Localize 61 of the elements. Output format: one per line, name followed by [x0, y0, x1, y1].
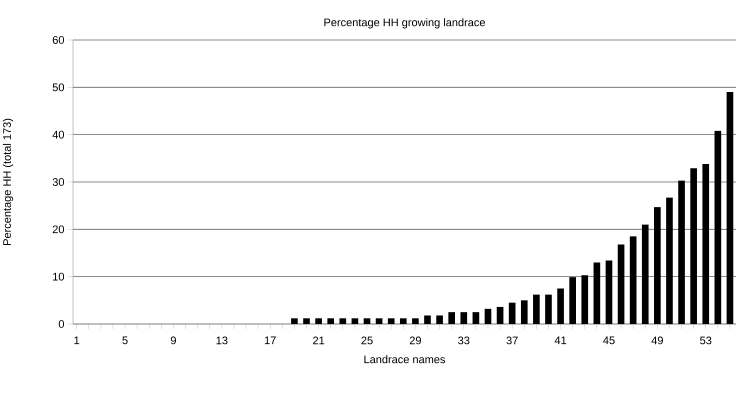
bar	[714, 130, 722, 324]
x-tick-label: 49	[651, 336, 663, 344]
y-tick-label: 20	[52, 225, 64, 234]
x-tick-label: 37	[506, 336, 518, 344]
bar	[618, 244, 624, 324]
bar	[642, 224, 649, 324]
bar	[630, 236, 636, 324]
bar	[545, 294, 552, 324]
x-tick-label: 45	[603, 336, 615, 344]
x-tick-label: 1	[74, 336, 80, 344]
x-tick-label: 25	[361, 336, 373, 344]
bar	[508, 302, 516, 324]
bar	[484, 308, 492, 324]
bar	[726, 92, 734, 324]
bar	[606, 260, 612, 324]
x-tick-label: 17	[264, 336, 276, 344]
bar	[376, 318, 382, 324]
y-tick-label: 0	[58, 320, 64, 328]
bar	[533, 294, 540, 324]
x-axis-title: Landrace names	[364, 355, 446, 364]
bar	[364, 318, 370, 324]
bar	[352, 318, 358, 324]
y-tick-label: 60	[52, 36, 64, 44]
bar	[460, 312, 468, 324]
bar	[702, 164, 710, 324]
x-tick-label: 13	[216, 336, 228, 344]
bar	[496, 306, 504, 324]
bar	[472, 312, 480, 324]
x-tick-label: 33	[458, 336, 470, 344]
x-tick-label: 9	[170, 336, 176, 344]
bar	[424, 315, 431, 324]
bar	[690, 168, 697, 324]
y-tick-label: 50	[52, 83, 64, 92]
bar	[557, 288, 564, 324]
bar	[436, 315, 443, 324]
bar	[581, 275, 588, 324]
bar	[654, 207, 661, 324]
x-tick-label: 41	[554, 336, 566, 344]
x-tick-label: 53	[700, 336, 712, 344]
bar	[400, 318, 407, 324]
bar	[678, 180, 685, 324]
bar	[339, 318, 346, 324]
bar	[569, 277, 576, 324]
x-tick-label: 29	[410, 336, 421, 344]
bar	[388, 318, 395, 324]
x-tick-label: 5	[122, 336, 128, 344]
bar	[666, 198, 673, 324]
bar	[327, 318, 334, 324]
y-tick-label: 30	[52, 178, 64, 186]
x-tick-label: 21	[313, 336, 324, 344]
y-axis-title: Percentage HH (total 173)	[2, 118, 14, 245]
y-tick-label: 40	[52, 130, 64, 139]
chart-title: Percentage HH growing landrace	[324, 18, 485, 28]
bar	[303, 318, 310, 324]
bar	[412, 318, 419, 324]
bar	[315, 318, 322, 324]
bar	[291, 318, 298, 324]
bar	[594, 262, 600, 324]
bar	[448, 312, 456, 324]
bar	[520, 300, 528, 324]
y-tick-label: 10	[53, 272, 64, 281]
